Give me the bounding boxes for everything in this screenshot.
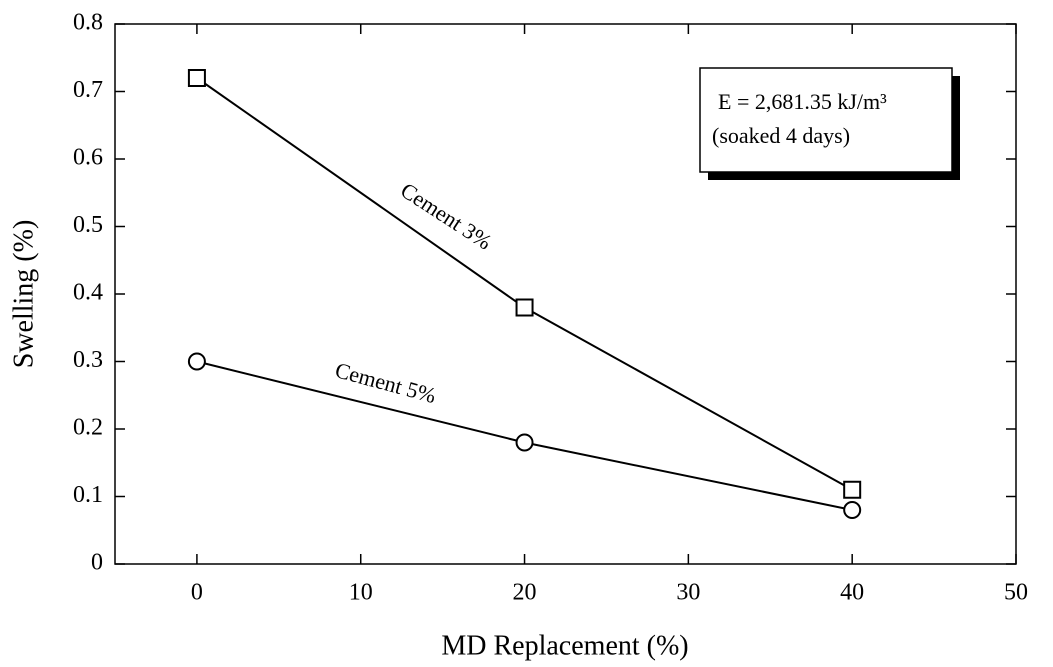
y-tick-label: 0.8 [73,10,103,36]
y-tick-label: 0.6 [73,145,103,171]
y-tick-label: 0.3 [73,347,103,373]
marker [843,480,862,499]
marker [187,352,206,371]
y-tick-label: 0.4 [73,280,103,306]
annotation-box [699,67,953,173]
x-tick-label: 30 [676,580,700,606]
marker [515,433,534,452]
x-tick-label: 20 [513,580,537,606]
x-tick-label: 50 [1004,580,1028,606]
annotation: E = 2,681.35 kJ/m³ [718,89,887,114]
marker [187,69,206,87]
y-tick-label: 0.5 [73,212,103,238]
marker [843,501,862,519]
x-tick-label: 10 [349,580,373,606]
annotation: (soaked 4 days) [712,123,850,148]
y-tick-label: 0.2 [73,415,103,441]
y-axis-label: Swelling (%) [8,220,39,369]
marker [515,298,534,317]
x-tick-label: 0 [191,580,203,606]
series-label: Cement 3% [396,177,496,254]
x-axis-label: MD Replacement (%) [441,630,688,661]
x-tick-label: 40 [840,580,864,606]
y-tick-label: 0 [91,550,103,576]
y-tick-label: 0.7 [73,77,103,103]
y-tick-label: 0.1 [73,482,103,508]
series-label: Cement 5% [333,357,439,408]
